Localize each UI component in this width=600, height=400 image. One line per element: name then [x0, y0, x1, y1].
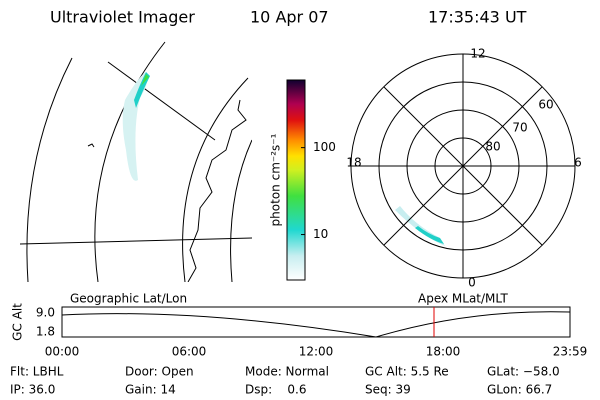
- mlat-label: 60: [538, 98, 553, 112]
- colorbar-tick-label: 10: [313, 227, 328, 241]
- timeline-x-tick-label: 00:00: [45, 345, 80, 359]
- timeline-x-tick-label: 12:00: [299, 345, 334, 359]
- mlt-label: 18: [346, 156, 361, 170]
- colorbar-tick-label: 100: [313, 140, 336, 154]
- status-field: Dsp: 0.6: [245, 383, 307, 397]
- polar-caption: Apex MLat/MLT: [418, 292, 508, 306]
- timeline-box: [61, 306, 571, 338]
- mlt-label: 0: [468, 276, 476, 290]
- geographic-map: [20, 41, 252, 282]
- timeline-x-tick-label: 18:00: [426, 345, 461, 359]
- status-field: Seq: 39: [365, 383, 411, 397]
- timeline-x-tick-label: 06:00: [172, 345, 207, 359]
- status-field: Door: Open: [125, 365, 194, 379]
- status-field: GLat: −58.0: [487, 365, 560, 379]
- status-field: Mode: Normal: [245, 365, 329, 379]
- status-field: Flt: LBHL: [10, 365, 64, 379]
- time: 17:35:43 UT: [428, 8, 527, 27]
- altitude-curve: [61, 311, 571, 338]
- timeline-y-label: GC Alt: [11, 303, 25, 341]
- mlat-label: 80: [485, 140, 500, 154]
- geographic-caption: Geographic Lat/Lon: [70, 292, 187, 306]
- timeline-y-tick-label: 1.8: [36, 325, 55, 339]
- mlt-label: 6: [574, 156, 582, 170]
- polar-plot: [350, 53, 576, 279]
- timeline-x-tick-label: 23:59: [553, 345, 588, 359]
- status-field: Gain: 14: [125, 383, 176, 397]
- colorbar: [286, 79, 306, 281]
- status-field: IP: 36.0: [10, 383, 55, 397]
- title: Ultraviolet Imager: [50, 8, 195, 27]
- status-field: GC Alt: 5.5 Re: [365, 365, 449, 379]
- mlt-label: 12: [470, 47, 485, 61]
- mlat-label: 70: [512, 121, 527, 135]
- status-field: GLon: 66.7: [487, 383, 552, 397]
- date: 10 Apr 07: [250, 8, 329, 27]
- colorbar-label: photon cm⁻²s⁻¹: [269, 133, 283, 226]
- timeline-y-tick-label: 9.0: [36, 306, 55, 320]
